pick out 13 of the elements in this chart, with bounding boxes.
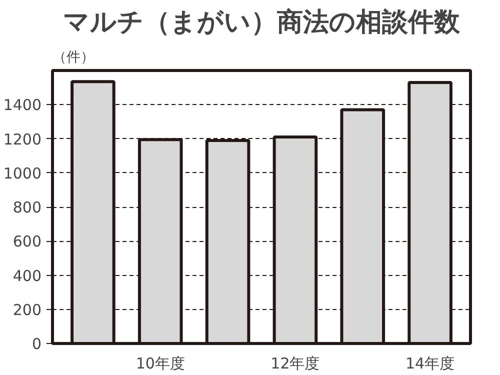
x-tick-label: 12年度 [270,354,320,372]
y-axis-title: （件） [52,50,94,66]
y-tick-label: 600 [12,232,42,251]
chart-title: マルチ（まがい）商法の相談件数 [63,8,461,38]
x-tick-label: 14年度 [406,354,455,372]
y-tick-label: 1000 [3,164,42,182]
y-tick-label: 800 [12,198,42,216]
y-tick-label: 200 [12,300,42,319]
y-tick-label: 0 [32,335,42,353]
y-tick-label: 1200 [3,130,42,148]
y-tick-label: 1400 [3,96,42,114]
y-tick-label: 400 [12,266,42,285]
x-tick-label: 10年度 [136,354,185,372]
